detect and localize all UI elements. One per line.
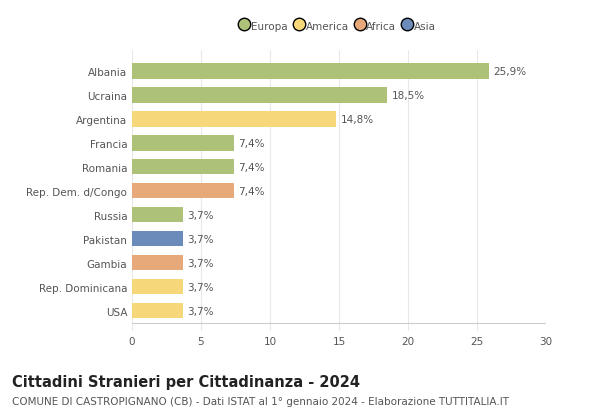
Text: 3,7%: 3,7% <box>187 210 214 220</box>
Text: COMUNE DI CASTROPIGNANO (CB) - Dati ISTAT al 1° gennaio 2024 - Elaborazione TUTT: COMUNE DI CASTROPIGNANO (CB) - Dati ISTA… <box>12 396 509 406</box>
Legend: Europa, America, Africa, Asia: Europa, America, Africa, Asia <box>238 17 440 36</box>
Text: 7,4%: 7,4% <box>238 138 265 148</box>
Text: 25,9%: 25,9% <box>494 67 527 76</box>
Bar <box>132 255 183 271</box>
Text: 7,4%: 7,4% <box>238 162 265 172</box>
Bar <box>132 112 336 127</box>
Bar <box>132 160 234 175</box>
Text: 3,7%: 3,7% <box>187 258 214 268</box>
Bar <box>132 231 183 247</box>
Bar <box>132 207 183 223</box>
Text: 3,7%: 3,7% <box>187 282 214 292</box>
Text: Cittadini Stranieri per Cittadinanza - 2024: Cittadini Stranieri per Cittadinanza - 2… <box>12 374 360 389</box>
Bar <box>132 136 234 151</box>
Bar <box>132 88 388 103</box>
Text: 7,4%: 7,4% <box>238 186 265 196</box>
Bar <box>132 64 490 79</box>
Bar <box>132 183 234 199</box>
Text: 18,5%: 18,5% <box>391 90 425 101</box>
Text: 3,7%: 3,7% <box>187 306 214 316</box>
Text: 14,8%: 14,8% <box>340 115 374 124</box>
Bar <box>132 279 183 294</box>
Text: 3,7%: 3,7% <box>187 234 214 244</box>
Bar <box>132 303 183 319</box>
